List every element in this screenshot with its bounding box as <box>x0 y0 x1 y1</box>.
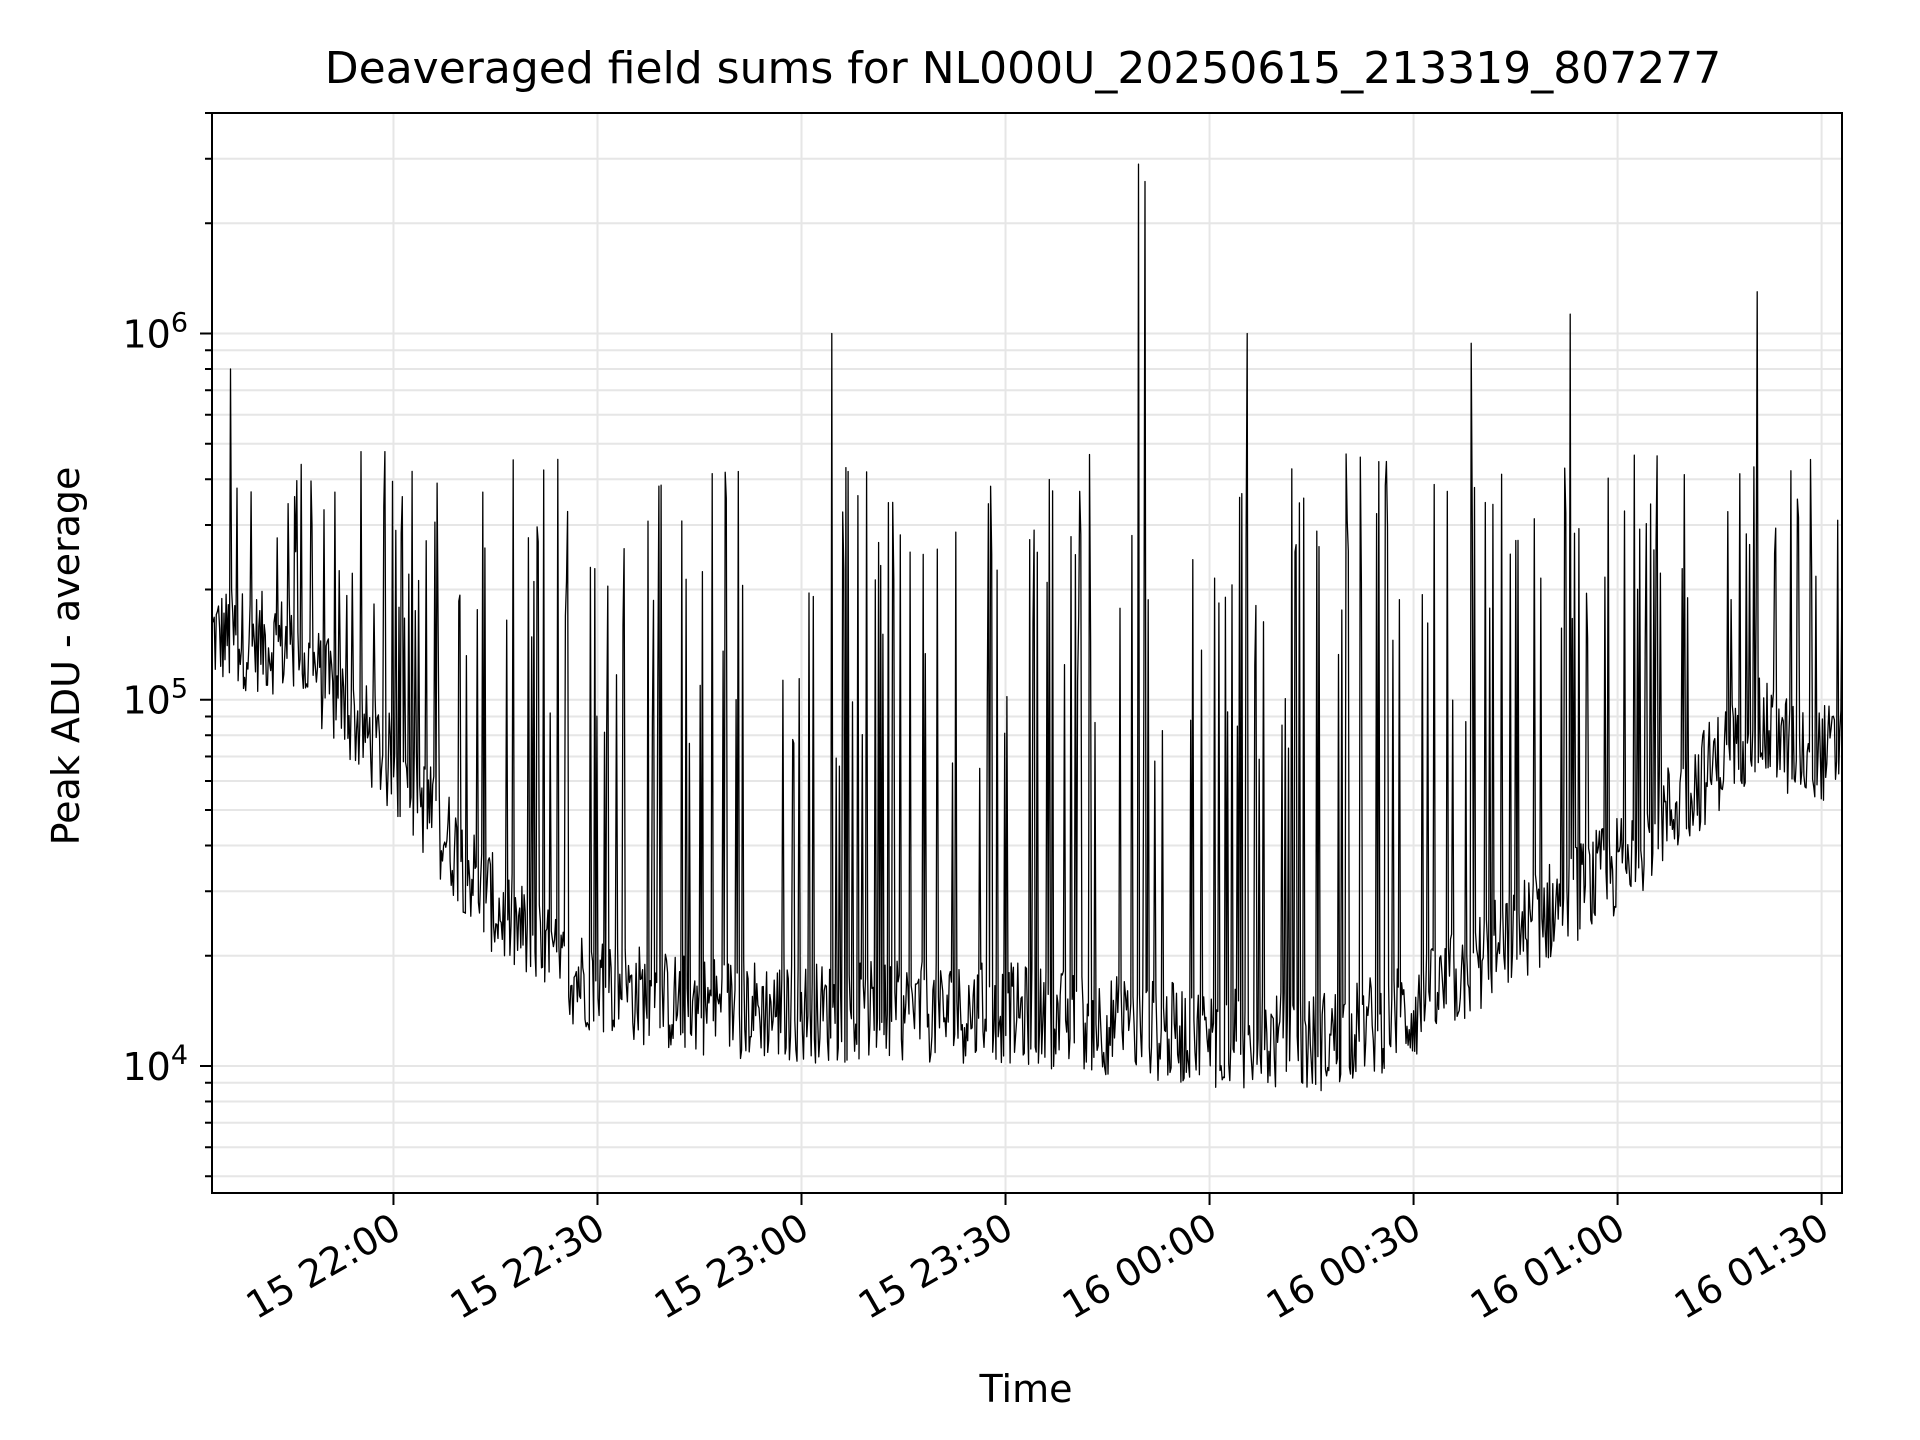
y-axis-label: Peak ADU - average <box>44 467 88 846</box>
x-axis: 15 22:00 15 22:30 15 23:00 15 23:30 16 00:00… <box>239 1193 1836 1328</box>
x-axis-label: Time <box>979 1367 1073 1411</box>
x-tick-label: 15 23:00 <box>647 1205 816 1328</box>
grid <box>212 112 1842 1193</box>
x-tick-label: 15 23:30 <box>851 1205 1020 1328</box>
chart-title: Deaveraged field sums for NL000U_2025061… <box>325 43 1721 94</box>
series-path <box>211 163 1843 1092</box>
plot-frame <box>211 112 1843 1194</box>
x-tick-label: 15 22:30 <box>443 1205 612 1328</box>
x-tick-label: 16 00:00 <box>1055 1205 1224 1328</box>
series-line <box>211 163 1843 1092</box>
y-tick-label: 104 <box>122 1040 188 1089</box>
x-tick-label: 16 01:30 <box>1667 1205 1836 1328</box>
x-tick-label: 16 01:00 <box>1463 1205 1632 1328</box>
y-tick-label: 105 <box>122 674 188 723</box>
y-tick-label: 106 <box>122 308 188 357</box>
y-axis: 104 105 106 <box>122 112 212 1178</box>
x-tick-label: 15 22:00 <box>239 1205 408 1328</box>
x-tick-label: 16 00:30 <box>1259 1205 1428 1328</box>
